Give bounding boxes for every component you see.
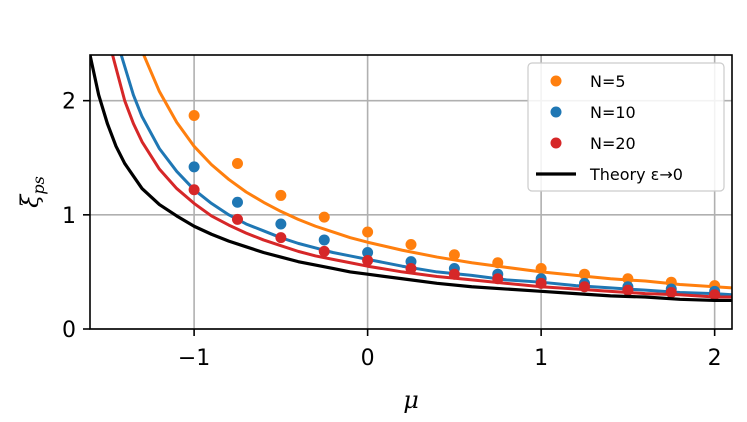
series-curve-n-10 — [119, 55, 732, 297]
data-point-n-10 — [362, 247, 374, 259]
series-curve-theory-0 — [90, 55, 732, 303]
data-point-n-20 — [275, 232, 287, 244]
data-point-n-20 — [188, 184, 200, 196]
y-axis-label: ξps — [16, 176, 48, 208]
data-point-n-20 — [535, 277, 547, 289]
data-point-n-10 — [275, 218, 287, 230]
data-point-n-5 — [231, 157, 243, 169]
data-point-n-20 — [318, 245, 330, 257]
data-point-n-5 — [275, 189, 287, 201]
y-axis-label-subscript: ps — [29, 176, 48, 194]
y-tick-label: 1 — [62, 204, 76, 229]
data-point-n-10 — [318, 234, 330, 246]
data-point-n-20 — [709, 289, 721, 301]
data-point-n-20 — [448, 268, 460, 280]
data-point-n-20 — [622, 284, 634, 296]
x-axis-label: μ — [403, 386, 419, 414]
legend-label-n-5: N=5 — [590, 72, 626, 91]
data-point-n-5 — [622, 273, 634, 285]
series-layer — [90, 55, 732, 303]
x-tick-label: 0 — [361, 346, 375, 371]
legend-marker-n-10 — [550, 106, 562, 118]
y-tick-label: 2 — [62, 90, 76, 115]
series-curve-n-20 — [111, 55, 732, 299]
data-point-n-20 — [362, 255, 374, 266]
data-point-n-5 — [318, 211, 330, 223]
legend-marker-n-5 — [550, 75, 562, 87]
legend-label-n-10: N=10 — [590, 103, 636, 122]
y-axis-label-main: ξ — [16, 193, 44, 208]
legend-label-theory-0: Theory ε→0 — [589, 165, 683, 184]
data-point-n-5 — [405, 239, 417, 251]
legend-marker-n-20 — [550, 137, 562, 149]
data-point-n-20 — [231, 213, 243, 225]
data-point-n-10 — [188, 161, 200, 173]
data-point-n-5 — [579, 268, 591, 280]
legend: N=5 N=10 N=20 Theory ε→0 — [527, 62, 725, 192]
x-tick-label: 1 — [534, 346, 548, 371]
data-point-n-5 — [535, 262, 547, 274]
plot-frame — [89, 54, 733, 330]
x-tick-label: −1 — [178, 346, 210, 371]
data-point-n-20 — [579, 281, 591, 293]
series-curve-n-5 — [142, 55, 732, 290]
x-tick-label: 2 — [708, 346, 722, 371]
data-point-n-5 — [448, 249, 460, 261]
y-tick-label: 0 — [62, 318, 76, 343]
data-point-n-10 — [231, 196, 243, 208]
ticks: −1 0 1 2 0 1 2 — [62, 90, 722, 371]
legend-label-n-20: N=20 — [590, 134, 636, 153]
legend-box — [527, 62, 725, 192]
data-point-n-20 — [405, 262, 417, 274]
data-point-n-20 — [665, 286, 677, 298]
data-point-n-20 — [492, 273, 504, 285]
data-point-n-5 — [492, 257, 504, 269]
data-point-n-5 — [362, 226, 374, 238]
data-point-n-5 — [188, 110, 200, 122]
